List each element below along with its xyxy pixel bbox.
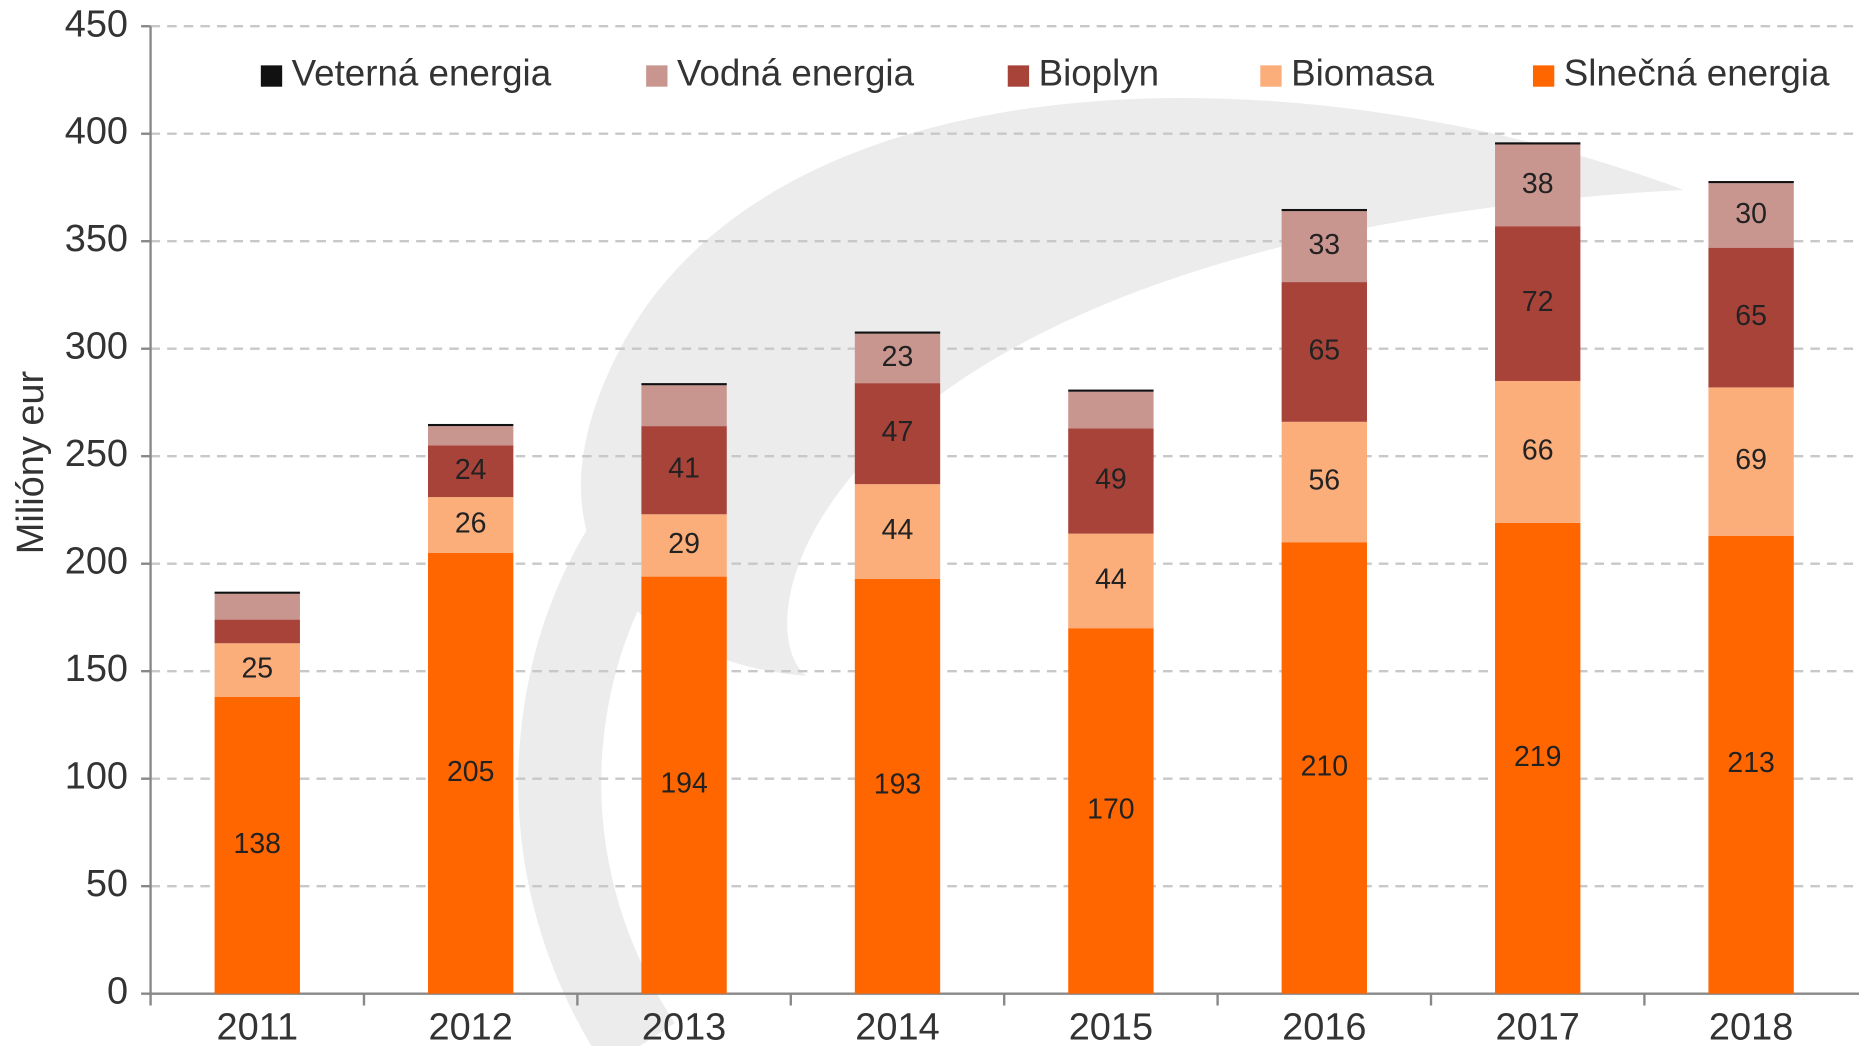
value-label: 210 (1301, 750, 1348, 782)
bar-segment (427, 497, 514, 553)
bar-segment (854, 578, 941, 994)
bar-segment (641, 385, 727, 427)
bar-segment (1495, 226, 1581, 381)
bar-segment (1281, 421, 1367, 543)
value-label: 33 (1308, 229, 1340, 261)
x-tick-label: 2011 (216, 1006, 298, 1046)
y-tick-label: 400 (65, 111, 128, 153)
y-tick-label: 450 (65, 3, 128, 45)
bar-segment (641, 426, 727, 515)
y-tick-label: 150 (65, 648, 128, 690)
bar-segment (1068, 391, 1154, 429)
y-tick-label: 300 (65, 326, 128, 368)
value-label: 138 (234, 828, 281, 860)
watermark (580, 98, 1684, 676)
bar-segment (214, 591, 300, 594)
y-tick-label: 100 (65, 756, 128, 798)
value-label: 56 (1308, 465, 1340, 497)
y-tick-label: 200 (65, 541, 128, 583)
value-label: 193 (874, 769, 921, 801)
bar-segment (854, 333, 941, 384)
value-label: 26 (455, 508, 487, 540)
y-axis-label: Milióny eur (10, 371, 52, 554)
bar-segment (214, 643, 300, 697)
bar-segment (1708, 247, 1794, 388)
bar-segment (1281, 208, 1367, 212)
value-label: 66 (1522, 434, 1554, 466)
legend-swatch (646, 65, 668, 87)
legend-label: Veterná energia (292, 53, 552, 94)
legend-swatch (1532, 65, 1555, 87)
value-label: 170 (1087, 793, 1134, 825)
x-tick-label: 2012 (428, 1006, 512, 1046)
x-tick-label: 2015 (1069, 1006, 1153, 1046)
value-label: 213 (1727, 747, 1774, 779)
value-label: 65 (1735, 300, 1767, 332)
watermark (518, 468, 694, 1046)
value-label: 205 (447, 756, 494, 788)
value-label: 69 (1735, 444, 1767, 476)
bar-segment (427, 423, 514, 427)
value-label: 65 (1308, 334, 1340, 366)
y-tick-label: 250 (65, 433, 128, 475)
x-tick-label: 2016 (1282, 1006, 1366, 1046)
bar-segment (1495, 522, 1581, 994)
legend-swatch (1007, 65, 1030, 87)
bar-segment (854, 484, 941, 579)
bar-segment (641, 383, 727, 386)
bar-segment (1495, 142, 1581, 145)
bar-segment (1495, 380, 1581, 523)
legend-label: Vodná energia (677, 53, 915, 94)
value-label: 24 (455, 454, 487, 486)
bar-segment (1495, 144, 1581, 227)
value-label: 44 (882, 514, 914, 546)
value-label: 44 (1095, 563, 1127, 595)
bar-segment (1068, 628, 1154, 994)
x-tick-label: 2014 (855, 1006, 939, 1046)
value-label: 30 (1735, 198, 1767, 230)
value-label: 72 (1522, 286, 1554, 318)
value-label: 38 (1522, 168, 1554, 200)
bar-segment (427, 552, 514, 994)
bar-segment (1708, 535, 1794, 994)
bar-segment (214, 593, 300, 620)
y-tick-label: 50 (86, 863, 128, 905)
value-label: 25 (241, 653, 273, 685)
bar-segment (214, 619, 300, 644)
value-label: 219 (1514, 741, 1561, 773)
value-label: 23 (882, 341, 914, 373)
bar-segment (1068, 428, 1154, 534)
legend-label: Biomasa (1291, 53, 1435, 94)
bar-segment (427, 426, 514, 446)
bar-segment (641, 576, 727, 994)
bar-segment (214, 696, 300, 994)
value-label: 29 (668, 528, 700, 560)
bar-segment (1708, 183, 1794, 248)
legend-label: Bioplyn (1039, 53, 1160, 94)
value-label: 49 (1095, 463, 1127, 495)
y-tick-label: 350 (65, 218, 128, 260)
bar-segment (1281, 282, 1367, 422)
bar-segment (1281, 211, 1367, 283)
bar-segment (1708, 181, 1794, 184)
legend-swatch (260, 65, 283, 87)
bar-segment (427, 445, 514, 498)
x-tick-label: 2018 (1709, 1006, 1793, 1046)
bar-segment (854, 331, 941, 334)
legend-swatch (1260, 65, 1282, 87)
bar-segment (641, 514, 727, 577)
value-label: 194 (660, 768, 707, 800)
bar-segment (1281, 542, 1367, 994)
bar-segment (1708, 387, 1794, 536)
y-tick-label: 0 (107, 971, 128, 1013)
x-tick-label: 2017 (1496, 1006, 1580, 1046)
legend-label: Slnečná energia (1564, 53, 1830, 94)
bar-segment (1068, 389, 1154, 392)
value-label: 47 (882, 416, 914, 448)
bar-segment (1068, 533, 1154, 629)
value-label: 41 (668, 453, 700, 485)
bar-segment (854, 383, 941, 485)
x-tick-label: 2013 (642, 1006, 726, 1046)
